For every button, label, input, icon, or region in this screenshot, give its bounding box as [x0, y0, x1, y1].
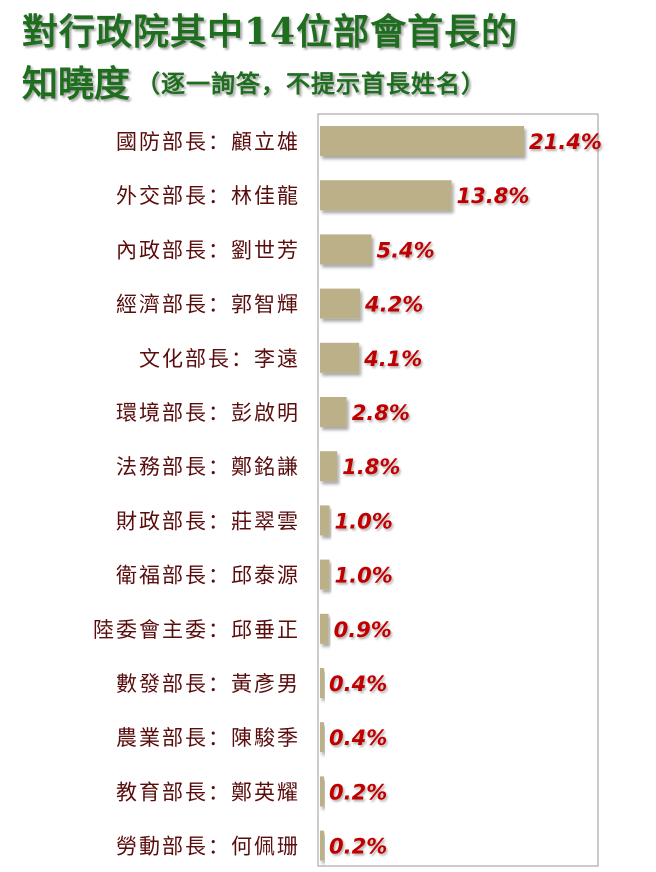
bar [320, 342, 360, 373]
category-label: 陸委會主委：邱垂正 [93, 618, 300, 642]
category-label: 環境部長：彭啟明 [116, 401, 300, 425]
bars-group: 國防部長：顧立雄 21.4% 外交部長：林佳龍 13.8% 內政部長：劉世芳 5.4% 經濟… [93, 126, 602, 861]
category-label: 勞動部長：何佩珊 [116, 835, 300, 859]
value-label: 21.4% [529, 130, 602, 154]
value-label: 2.8% [352, 401, 410, 425]
plot-frame [317, 113, 599, 867]
bar [320, 559, 330, 590]
category-label: 農業部長：陳駿季 [116, 726, 300, 750]
category-label: 衛福部長：邱泰源 [116, 564, 300, 588]
value-label: 0.2% [329, 835, 387, 859]
bar [320, 126, 524, 156]
bar [320, 722, 324, 753]
value-label: 0.4% [329, 726, 387, 750]
category-label: 國防部長：顧立雄 [116, 130, 300, 154]
bar [320, 180, 452, 211]
bar [320, 288, 361, 319]
value-label: 13.8% [457, 184, 530, 208]
bar [320, 505, 330, 536]
value-label: 0.4% [329, 672, 387, 696]
title-line-2: 知曉度 （逐一詢答，不提示首長姓名） [22, 60, 642, 108]
title-line-1: 對行政院其中14位部會首長的 [22, 11, 519, 53]
bar [320, 451, 338, 482]
value-label: 1.8% [342, 455, 400, 479]
title-main: 知曉度 [22, 63, 131, 105]
bar [320, 397, 347, 427]
bar [320, 668, 324, 698]
category-label: 經濟部長：郭智輝 [116, 293, 300, 317]
value-label: 4.2% [364, 293, 423, 317]
value-label: 4.1% [363, 347, 422, 371]
bar [320, 830, 324, 861]
category-label: 財政部長：莊翠雲 [116, 509, 300, 533]
value-label: 1.0% [335, 564, 393, 588]
category-label: 數發部長：黃彥男 [116, 672, 300, 696]
category-label: 內政部長：劉世芳 [116, 238, 300, 262]
bar [320, 613, 329, 644]
title-subtitle: （逐一詢答，不提示首長姓名） [136, 69, 487, 98]
category-label: 文化部長：李遠 [139, 347, 300, 371]
value-label: 0.2% [329, 780, 387, 804]
category-label: 外交部長：林佳龍 [116, 184, 300, 208]
value-label: 5.4% [376, 238, 434, 262]
bar [320, 776, 324, 807]
chart-title: 對行政院其中14位部會首長的 知曉度 （逐一詢答，不提示首長姓名） [22, 8, 642, 108]
category-label: 法務部長：鄭銘謙 [116, 455, 300, 479]
category-label: 教育部長：鄭英耀 [116, 780, 300, 804]
value-label: 1.0% [335, 509, 393, 533]
value-label: 0.9% [334, 618, 392, 642]
bar [320, 234, 372, 265]
